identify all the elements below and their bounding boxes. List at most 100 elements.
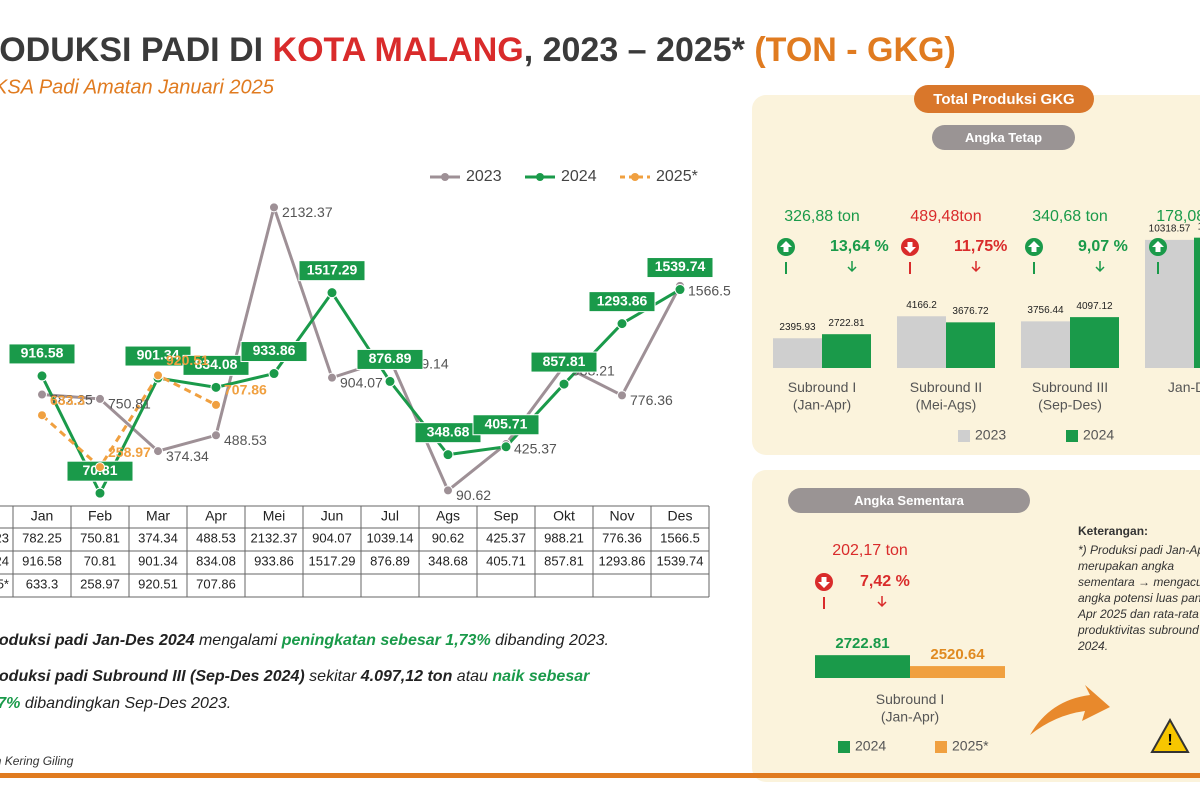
- bar-label: 2395.93: [779, 322, 816, 333]
- arrow-decor: [1030, 685, 1110, 735]
- data-label: 348.68: [427, 423, 470, 439]
- note-part: 9,07%: [0, 695, 20, 712]
- point: [94, 487, 106, 499]
- annotation-arrow: [1095, 261, 1105, 273]
- title-part: PRODUKSI PADI DI: [0, 31, 273, 69]
- category-label: Subround II (Mei-Ags): [910, 379, 982, 413]
- data-label: 425.37: [514, 441, 557, 457]
- table-cell: 633.3: [26, 576, 59, 591]
- data-label: 488.53: [224, 432, 267, 448]
- table-header: Mei: [263, 508, 286, 524]
- annotation-arrow: [971, 261, 981, 273]
- keterangan-line: Apr 2025 dan rata-rata: [1077, 607, 1199, 621]
- point: [268, 368, 280, 380]
- bar: [1070, 317, 1119, 368]
- table-row-label: 2025*: [0, 576, 9, 591]
- point: [95, 393, 105, 404]
- bar-label: 2520.64: [930, 646, 985, 663]
- point: [558, 378, 570, 390]
- pill-label: Total Produksi GKG: [933, 91, 1074, 108]
- data-label: 776.36: [630, 392, 673, 408]
- data-label: 901.34: [137, 347, 180, 363]
- table-header: Mar: [146, 508, 170, 524]
- point: [269, 202, 279, 213]
- table-cell: 90.62: [432, 530, 465, 545]
- bar-label: 4097.12: [1076, 301, 1113, 312]
- bar: [1021, 321, 1070, 368]
- category-label: Subround III (Sep-Des): [1032, 379, 1108, 413]
- note-part: Produksi padi Jan-Des 2024: [0, 632, 195, 649]
- keterangan-line: sementara → mengacu pada: [1078, 575, 1200, 589]
- table-cell: 1566.5: [660, 530, 700, 545]
- footnote: GKG: Gabah Kering Giling: [0, 754, 74, 768]
- trend-arrow: [904, 242, 916, 253]
- data-label: 258.97: [108, 444, 151, 460]
- point: [211, 430, 221, 441]
- table-cell: 488.53: [196, 530, 236, 545]
- bar: [910, 666, 1005, 678]
- point: [442, 449, 454, 461]
- data-label: 1566.5: [688, 283, 731, 299]
- annotation-change: 178,08 ton: [1156, 208, 1200, 225]
- annotation-change: 326,88 ton: [784, 208, 860, 225]
- data-label: 1293.86: [597, 292, 648, 308]
- data-label: 90.62: [456, 487, 491, 503]
- series-line: [40, 288, 681, 497]
- table-cell: 876.89: [370, 553, 410, 568]
- category-label: Jan-Des: [1168, 379, 1200, 395]
- keterangan-line: 2024.: [1077, 639, 1108, 653]
- bar-label: 2722.81: [835, 635, 889, 652]
- note-part: Produksi padi Subround III (Sep-Des 2024…: [0, 668, 305, 685]
- point: [443, 485, 453, 496]
- data-label: 1539.74: [655, 258, 706, 274]
- legend-label: 2025*: [952, 738, 989, 754]
- bar: [773, 338, 822, 368]
- table-cell: 348.68: [428, 553, 468, 568]
- annotation-percent: 13,64 %: [830, 238, 889, 255]
- table-row-label: 2023: [0, 530, 9, 545]
- label-box: [8, 343, 76, 365]
- label-box: [182, 354, 250, 376]
- category-label: Subround I (Jan-Apr): [788, 379, 857, 413]
- bar: [815, 655, 910, 678]
- data-label: 633.3: [50, 392, 85, 408]
- trend-arrow: [1152, 241, 1164, 252]
- table-header: Jul: [381, 508, 399, 524]
- label-box: [472, 414, 540, 436]
- legend-marker: [631, 173, 639, 181]
- data-label: 750.81: [108, 396, 151, 412]
- note: Produksi padi Jan-Des 2024 mengalami pen…: [0, 632, 609, 649]
- table-cell: 1039.14: [367, 530, 414, 545]
- bar-label: 3756.44: [1027, 305, 1064, 316]
- title-part: KOTA MALANG: [273, 31, 524, 69]
- pill: [914, 85, 1094, 113]
- legend-label: 2024: [855, 738, 886, 754]
- keterangan-line: produktivitas subround I: [1077, 623, 1200, 637]
- bar-label: 4166.2: [906, 300, 937, 311]
- title-part: (TON - GKG): [754, 31, 955, 69]
- annotation-change: 202,17 ton: [832, 542, 908, 559]
- table-header: Jun: [321, 508, 344, 524]
- note: 9,07% dibandingkan Sep-Des 2023.: [0, 695, 231, 712]
- annotation-percent: 11,75%: [954, 238, 1007, 255]
- table-header: Apr: [205, 508, 227, 524]
- legend-label: 2024: [561, 168, 597, 185]
- table-cell: 988.21: [544, 530, 584, 545]
- point: [326, 287, 338, 299]
- table-cell: 904.07: [312, 530, 352, 545]
- pill-label: Angka Sementara: [854, 493, 965, 508]
- data-label: 374.34: [166, 448, 209, 464]
- note-part: 4.097,12 ton: [360, 668, 453, 685]
- table-cell: 1517.29: [309, 553, 356, 568]
- legend-swatch: [838, 741, 850, 753]
- trend-arrow: [818, 577, 830, 588]
- point: [210, 381, 222, 393]
- bar: [897, 316, 946, 368]
- point: [384, 375, 396, 387]
- data-label: 834.08: [195, 356, 238, 372]
- keterangan-line: merupakan angka: [1078, 559, 1174, 573]
- table-cell: 782.25: [22, 530, 62, 545]
- table-cell: 405.71: [486, 553, 526, 568]
- note-part: dibandingkan Sep-Des 2023.: [20, 695, 231, 712]
- table-cell: 70.81: [84, 553, 117, 568]
